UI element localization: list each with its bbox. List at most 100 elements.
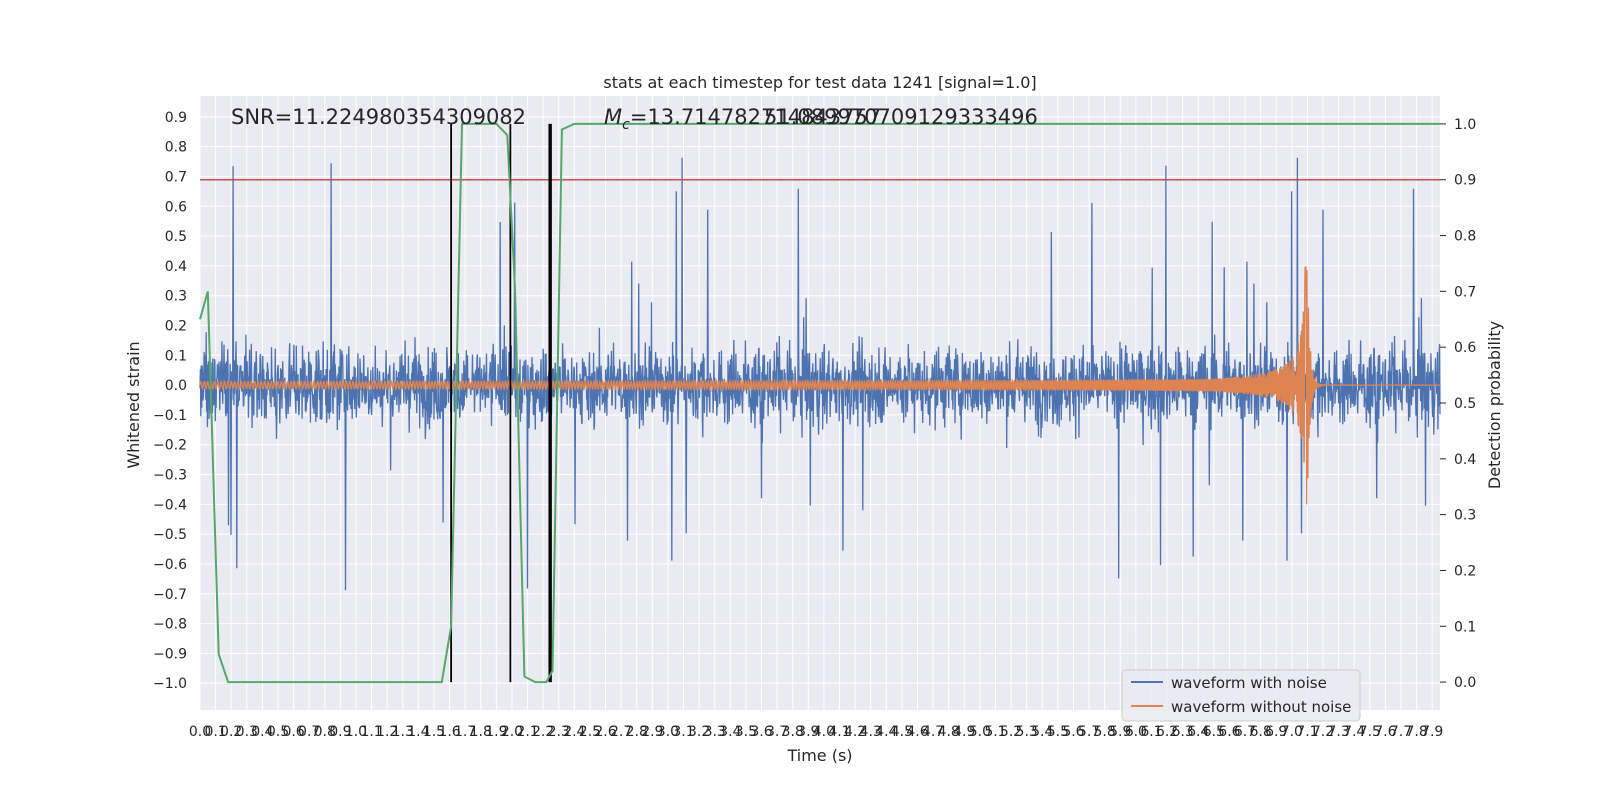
chirp-mass-symbol: M xyxy=(604,105,622,129)
x-tick-label: 1.7 xyxy=(454,724,476,740)
x-tick-label: 4.1 xyxy=(828,724,850,740)
y-axis-left-ticks: 0.9 0.8 0.7 0.6 0.5 0.4 0.3 0.2 0.1 0.0 −0.1 −0.2 −0… xyxy=(153,110,187,692)
x-tick-label: 6.6 xyxy=(1218,724,1240,740)
x-tick-label: 1.3 xyxy=(392,724,414,740)
x-tick-label: 7.8 xyxy=(1405,724,1427,740)
x-tick-label: 1.5 xyxy=(423,724,445,740)
series-waveform-with-noise xyxy=(199,157,1441,591)
x-tick-label: 7.0 xyxy=(1281,724,1303,740)
x-tick-label: 0.7 xyxy=(298,724,320,740)
y-tick-label-left: −1.0 xyxy=(153,676,187,692)
waveform-with-noise-line xyxy=(199,157,1441,591)
x-tick-label: 5.8 xyxy=(1094,724,1116,740)
legend-label-clean: waveform without noise xyxy=(1171,698,1351,716)
y-axis-right-ticks: 1.0 0.9 0.8 0.7 0.6 0.5 0.4 0.3 0.2 0.1 0.0 xyxy=(1440,117,1476,691)
x-tick-label: 2.6 xyxy=(594,724,616,740)
x-tick-label: 3.1 xyxy=(672,724,694,740)
x-tick-label: 3.9 xyxy=(797,724,819,740)
x-tick-label: 1.4 xyxy=(407,724,429,740)
y-tick-label-right: 0.4 xyxy=(1454,452,1476,468)
x-tick-label: 2.8 xyxy=(626,724,648,740)
y-tick-label-left: 0.9 xyxy=(165,110,187,126)
x-tick-label: 7.5 xyxy=(1359,724,1381,740)
x-tick-label: 5.5 xyxy=(1047,724,1069,740)
x-tick-label: 7.1 xyxy=(1296,724,1318,740)
x-tick-label: 6.4 xyxy=(1187,724,1209,740)
x-tick-label: 3.3 xyxy=(704,724,726,740)
y-tick-label-left: −0.4 xyxy=(153,497,187,513)
y-tick-label-left: 0.0 xyxy=(165,378,187,394)
x-tick-label: 3.2 xyxy=(688,724,710,740)
x-tick-label: 3.0 xyxy=(657,724,679,740)
x-axis-label: Time (s) xyxy=(786,746,852,765)
y-tick-label-left: 0.4 xyxy=(165,259,187,275)
x-tick-label: 6.9 xyxy=(1265,724,1287,740)
y-tick-label-right: 0.6 xyxy=(1454,340,1476,356)
x-tick-label: 4.9 xyxy=(953,724,975,740)
chart-title: stats at each timestep for test data 124… xyxy=(603,73,1036,92)
series-detection-probability xyxy=(199,122,1440,684)
x-tick-label: 6.1 xyxy=(1140,724,1162,740)
x-tick-label: 0.8 xyxy=(314,724,336,740)
x-tick-label: 0.5 xyxy=(267,724,289,740)
y-tick-label-right: 0.9 xyxy=(1454,173,1476,189)
series-waveform-without-noise xyxy=(199,266,1440,505)
x-tick-label: 6.0 xyxy=(1125,724,1147,740)
x-tick-label: 5.2 xyxy=(1000,724,1022,740)
x-tick-label: 2.2 xyxy=(532,724,554,740)
x-tick-label: 1.6 xyxy=(438,724,460,740)
waveform-without-noise-line xyxy=(199,266,1440,505)
x-tick-label: 5.1 xyxy=(984,724,1006,740)
x-tick-label: 6.7 xyxy=(1234,724,1256,740)
y-tick-label-left: −0.1 xyxy=(153,408,187,424)
x-tick-label: 7.2 xyxy=(1312,724,1334,740)
chirp-mass-annotation: Mc=13.714782714843757 xyxy=(604,105,881,133)
x-tick-label: 4.2 xyxy=(844,724,866,740)
chirp-mass-value: =13.714782714843757 xyxy=(630,105,881,129)
x-tick-label: 5.4 xyxy=(1031,724,1053,740)
x-tick-label: 7.6 xyxy=(1374,724,1396,740)
x-tick-label: 5.3 xyxy=(1016,724,1038,740)
x-tick-label: 7.9 xyxy=(1421,724,1443,740)
y-tick-label-left: −0.9 xyxy=(153,646,187,662)
y-tick-label-right: 0.7 xyxy=(1454,284,1476,300)
y-tick-label-left: 0.6 xyxy=(165,199,187,215)
x-tick-label: 3.6 xyxy=(750,724,772,740)
x-tick-label: 2.9 xyxy=(641,724,663,740)
y-tick-label-left: −0.7 xyxy=(153,587,187,603)
legend: waveform with noise waveform without noi… xyxy=(1121,669,1361,722)
x-tick-label: 3.8 xyxy=(782,724,804,740)
x-tick-label: 3.5 xyxy=(735,724,757,740)
x-tick-label: 4.3 xyxy=(860,724,882,740)
x-tick-label: 0.4 xyxy=(251,724,273,740)
y-tick-label-left: −0.2 xyxy=(153,438,187,454)
y-tick-label-right: 0.3 xyxy=(1454,508,1476,524)
x-tick-label: 3.4 xyxy=(719,724,741,740)
legend-box xyxy=(1121,669,1361,722)
x-tick-label: 5.7 xyxy=(1078,724,1100,740)
x-tick-label: 4.8 xyxy=(938,724,960,740)
x-tick-label: 0.0 xyxy=(189,724,211,740)
x-tick-label: 0.9 xyxy=(329,724,351,740)
legend-label-noise: waveform with noise xyxy=(1171,674,1327,692)
overlap-annotation: 51.089970709129333496 xyxy=(764,105,1038,129)
x-tick-label: 7.4 xyxy=(1343,724,1365,740)
chirp-mass-subscript: c xyxy=(622,117,630,133)
x-tick-label: 4.7 xyxy=(922,724,944,740)
x-tick-label: 2.1 xyxy=(516,724,538,740)
x-tick-label: 0.3 xyxy=(236,724,258,740)
x-tick-label: 3.7 xyxy=(766,724,788,740)
x-tick-label: 2.4 xyxy=(563,724,585,740)
y-tick-label-left: 0.1 xyxy=(165,348,187,364)
y-tick-label-right: 0.1 xyxy=(1454,619,1476,635)
x-tick-label: 5.0 xyxy=(969,724,991,740)
x-tick-label: 7.7 xyxy=(1390,724,1412,740)
x-tick-label: 2.3 xyxy=(548,724,570,740)
x-tick-label: 2.0 xyxy=(501,724,523,740)
x-tick-label: 1.8 xyxy=(470,724,492,740)
x-tick-label: 2.7 xyxy=(610,724,632,740)
x-tick-label: 4.4 xyxy=(875,724,897,740)
x-tick-label: 2.5 xyxy=(579,724,601,740)
y-tick-label-left: −0.3 xyxy=(153,468,187,484)
